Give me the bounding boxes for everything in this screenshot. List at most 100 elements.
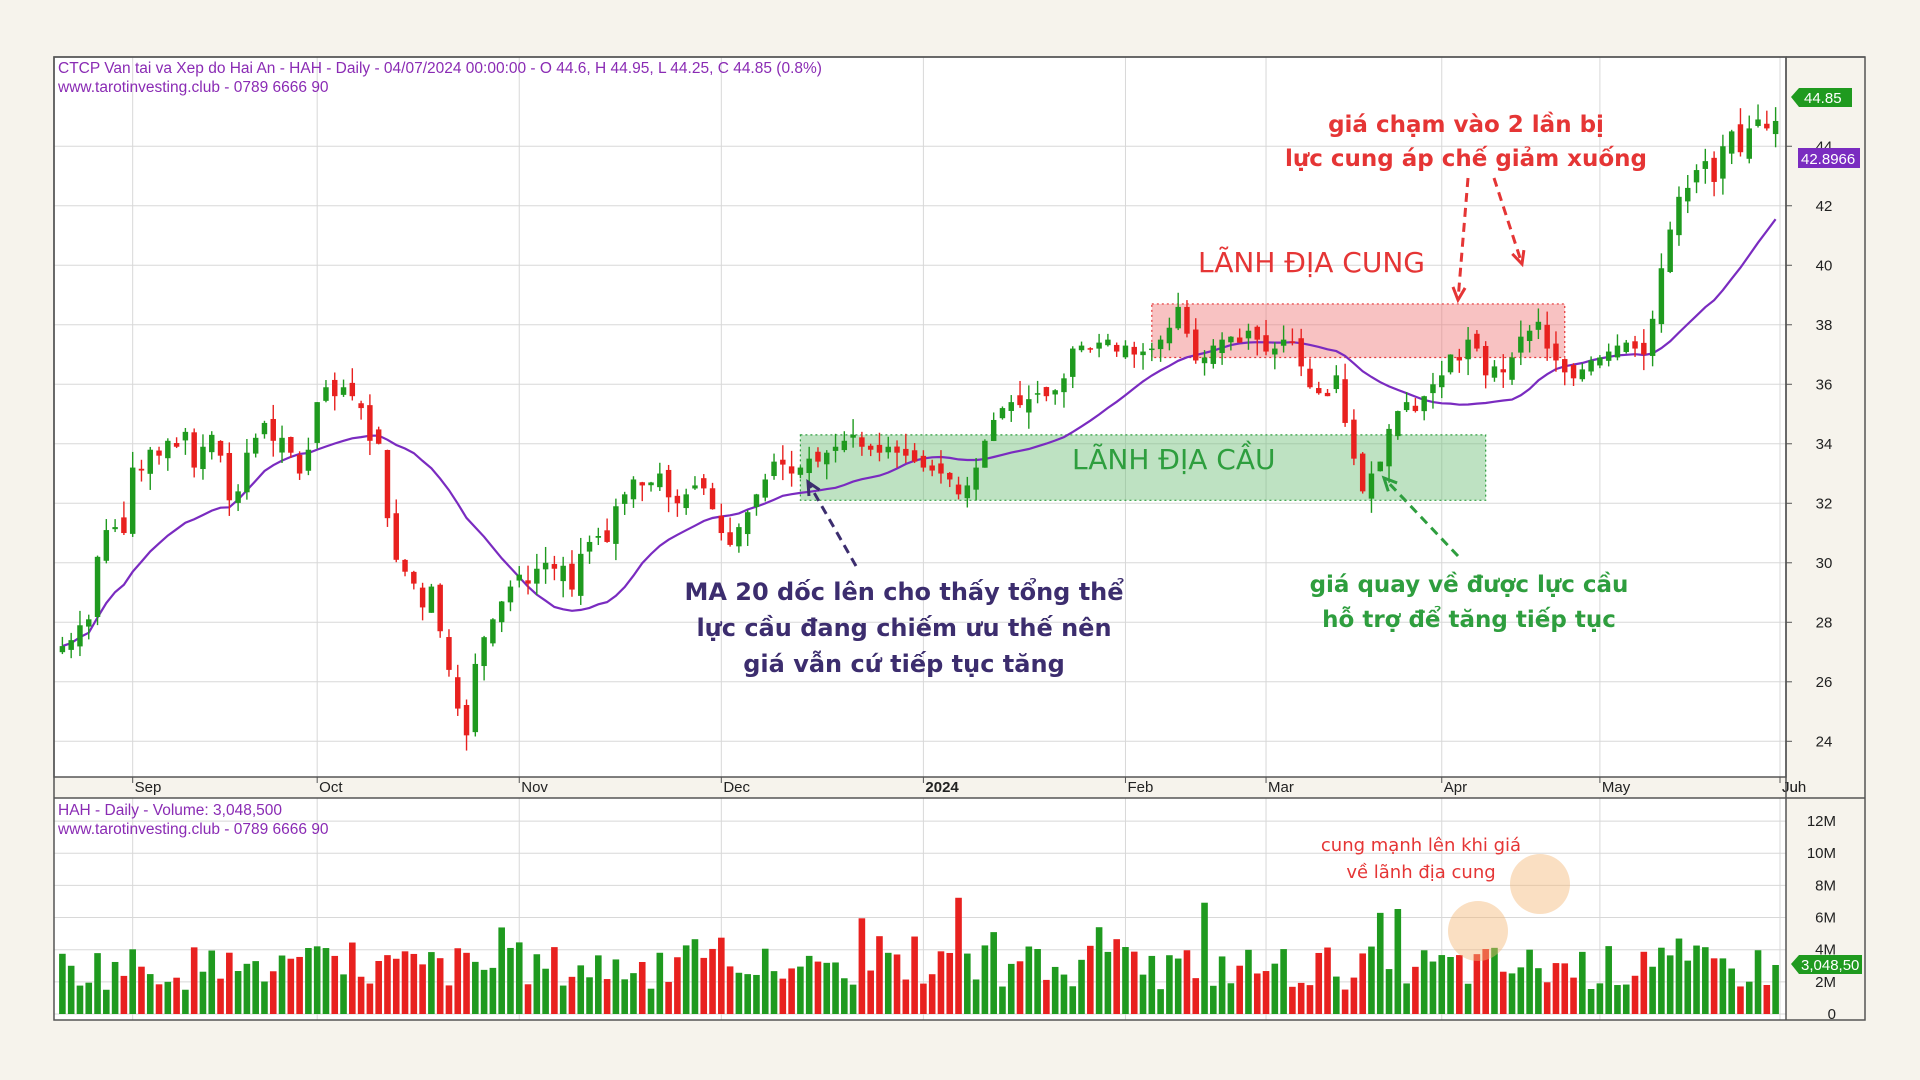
demand-note-line1: giá quay về được lực cầu [1310, 571, 1629, 598]
volume-bar [841, 978, 848, 1014]
candle-body [771, 461, 777, 477]
volume-bar [603, 979, 611, 1014]
ma-note-line3: giá vẫn cứ tiếp tục tăng [743, 649, 1065, 678]
candle-body [903, 448, 909, 456]
volume-bar [1157, 989, 1164, 1014]
volume-bar [849, 984, 857, 1014]
ma-value-label: 42.8966 [1798, 148, 1860, 168]
volume-bar [428, 952, 435, 1014]
volume-bar [278, 955, 286, 1014]
candle-body [411, 571, 417, 584]
candle-body [621, 494, 628, 504]
volume-bar [946, 952, 954, 1014]
candle-body [1579, 369, 1586, 380]
candle-body [832, 446, 839, 451]
candle-body [217, 440, 224, 456]
svg-text:44.85: 44.85 [1804, 90, 1842, 107]
candle-body [604, 530, 610, 542]
volume-bar [199, 971, 207, 1014]
volume-bar [577, 965, 585, 1014]
candle-body [481, 637, 487, 667]
candle-body [1122, 345, 1129, 358]
volume-bar [85, 982, 93, 1014]
candle-body [1263, 335, 1269, 352]
annotations [806, 177, 1570, 961]
candle-body [920, 455, 927, 468]
candle-body [657, 473, 663, 488]
volume-bar [1693, 945, 1700, 1014]
volume-bar [955, 897, 962, 1014]
volume-bar [1333, 976, 1340, 1014]
volume-bar [744, 974, 751, 1014]
candle-body [1070, 348, 1076, 377]
month-tick-label: Oct [319, 779, 343, 796]
volume-bar [1535, 968, 1542, 1014]
candle-body [498, 601, 505, 623]
candle-body [332, 379, 338, 397]
supply-arrow-1-head [1451, 286, 1467, 304]
candle-body [788, 466, 795, 474]
candle-body [1764, 123, 1770, 129]
volume-bar [964, 953, 971, 1014]
candle-body [701, 478, 707, 489]
candle-body [129, 467, 136, 534]
candle-body [1342, 379, 1348, 423]
candle-body [323, 387, 329, 401]
volume-bar [1614, 985, 1621, 1014]
candle-body [288, 437, 294, 453]
ma-line [62, 218, 1777, 648]
candle-body [1368, 473, 1375, 499]
last-volume-label: 3,048,50 [1791, 955, 1862, 974]
candle-body [1649, 318, 1656, 356]
volume-bar [928, 974, 936, 1014]
volume-bar [691, 939, 699, 1014]
candle-body [1166, 327, 1173, 344]
volume-highlight-1 [1448, 901, 1508, 961]
supply-arrow-2 [1492, 177, 1524, 265]
volume-bar [1289, 986, 1296, 1014]
volume-bar [305, 948, 312, 1014]
volume-bar [893, 954, 901, 1014]
candle-body [156, 450, 162, 456]
candle-body [393, 513, 399, 560]
svg-text:42.8966: 42.8966 [1801, 151, 1855, 168]
volume-bar [1702, 947, 1709, 1014]
supply-note-line1: giá chạm vào 2 lần bị [1328, 111, 1604, 138]
volume-site: www.tarotinvesting.club - 0789 6666 90 [57, 821, 329, 838]
candle-body [173, 443, 180, 447]
volume-bar [480, 969, 488, 1014]
volume-bar [674, 957, 681, 1014]
volume-bar [700, 957, 708, 1014]
volume-bar [630, 973, 637, 1014]
volume-bar [1579, 951, 1586, 1014]
volume-bar [1675, 938, 1683, 1014]
volume-tick-label: 6M [1815, 910, 1836, 927]
volume-bar [1341, 989, 1349, 1014]
volume-bar [568, 976, 576, 1014]
candle-body [1272, 348, 1278, 355]
candle-body [1280, 339, 1287, 346]
volume-bar [911, 936, 918, 1014]
volume-bar [1464, 983, 1472, 1014]
price-tick-label: 30 [1816, 555, 1833, 572]
candle-body [1702, 161, 1709, 169]
price-tick-label: 26 [1816, 674, 1833, 691]
candle-body [1008, 402, 1014, 411]
volume-bar [155, 984, 163, 1014]
candle-body [1623, 342, 1629, 352]
candle-body [463, 705, 470, 736]
candle-body [358, 403, 364, 409]
candle-body [683, 494, 689, 509]
candles [59, 104, 1779, 751]
candle-body [209, 434, 215, 453]
candle-body [586, 541, 593, 552]
volume-bar [1245, 949, 1252, 1014]
candle-body [727, 532, 733, 545]
volume-bar [1587, 989, 1595, 1014]
candle-body [1535, 321, 1542, 330]
candle-body [1219, 339, 1225, 354]
volume-bar [1570, 977, 1577, 1014]
candle-body [1667, 229, 1673, 272]
month-tick-label: May [1602, 779, 1631, 796]
supply-arrow-2-head [1511, 249, 1526, 268]
